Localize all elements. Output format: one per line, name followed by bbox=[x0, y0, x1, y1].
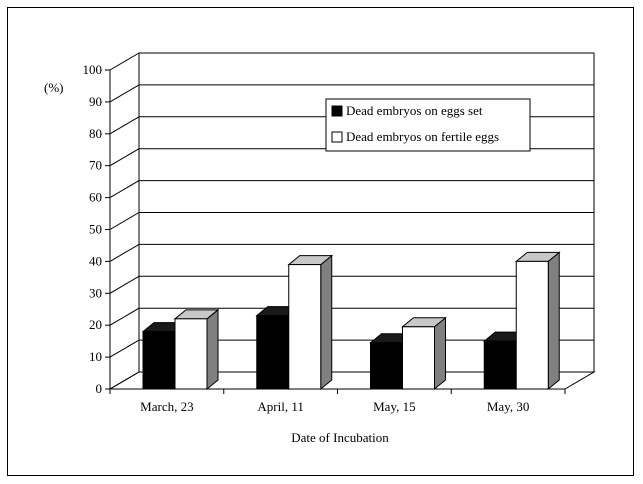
y-tick-labels: 0 10 20 30 40 50 60 70 80 90 100 bbox=[83, 62, 103, 396]
x-axis-label: Date of Incubation bbox=[291, 430, 389, 445]
x-tick-label: April, 11 bbox=[257, 399, 303, 414]
y-tick-label: 10 bbox=[89, 349, 102, 364]
y-tick-label: 90 bbox=[89, 94, 102, 109]
x-tick-label: May, 15 bbox=[373, 399, 416, 414]
bar-front bbox=[483, 340, 517, 390]
y-tick-label: 30 bbox=[89, 285, 102, 300]
gridline-side bbox=[109, 275, 140, 294]
y-tick-label: 70 bbox=[89, 158, 102, 173]
y-tick-label: 50 bbox=[89, 222, 102, 237]
bar-side bbox=[320, 254, 333, 391]
legend-box bbox=[325, 98, 531, 152]
bar-front bbox=[256, 315, 290, 390]
bar-side bbox=[206, 308, 219, 391]
bar-side bbox=[547, 251, 560, 391]
gridline-side bbox=[109, 212, 140, 230]
gridline-side bbox=[109, 243, 140, 262]
y-tick-label: 20 bbox=[89, 317, 102, 332]
bar-front bbox=[174, 318, 208, 390]
gridline-side bbox=[109, 148, 140, 167]
bar bbox=[173, 308, 220, 391]
gridline-side bbox=[109, 116, 140, 135]
gridline-side bbox=[109, 52, 140, 71]
gridline-side bbox=[109, 371, 140, 390]
y-tick-label: 100 bbox=[83, 62, 103, 77]
bar bbox=[287, 254, 334, 391]
legend-label-1: Dead embryos on fertile eggs bbox=[346, 129, 499, 144]
bar-front bbox=[515, 260, 549, 390]
legend-label-0: Dead embryos on eggs set bbox=[346, 103, 483, 118]
x-tick-label: March, 23 bbox=[140, 399, 193, 414]
y-tick-label: 80 bbox=[89, 126, 102, 141]
axes bbox=[105, 69, 566, 394]
x-tick-labels: March, 23 April, 11 May, 15 May, 30 bbox=[140, 399, 529, 414]
legend-swatch-0 bbox=[331, 105, 343, 117]
legend-swatch-1 bbox=[331, 131, 343, 143]
bar-front bbox=[370, 342, 403, 390]
bar-front bbox=[142, 331, 176, 390]
x-tick-label: May, 30 bbox=[487, 399, 530, 414]
bars bbox=[141, 251, 561, 391]
y-axis-label: (%) bbox=[44, 80, 64, 95]
bar-front bbox=[288, 264, 322, 390]
gridline-side bbox=[109, 307, 140, 326]
legend: Dead embryos on eggs set Dead embryos on… bbox=[325, 98, 531, 152]
y-tick-label: 40 bbox=[89, 253, 102, 268]
gridline-side bbox=[109, 84, 140, 103]
chart-frame bbox=[7, 7, 634, 476]
bar bbox=[514, 251, 561, 391]
y-tick-label: 60 bbox=[89, 190, 102, 205]
bar-side bbox=[434, 316, 446, 391]
y-tick-label: 0 bbox=[96, 381, 103, 396]
gridline-side bbox=[109, 180, 140, 199]
bar-front bbox=[402, 326, 435, 390]
gridline-side bbox=[109, 339, 140, 358]
bar bbox=[401, 316, 447, 391]
